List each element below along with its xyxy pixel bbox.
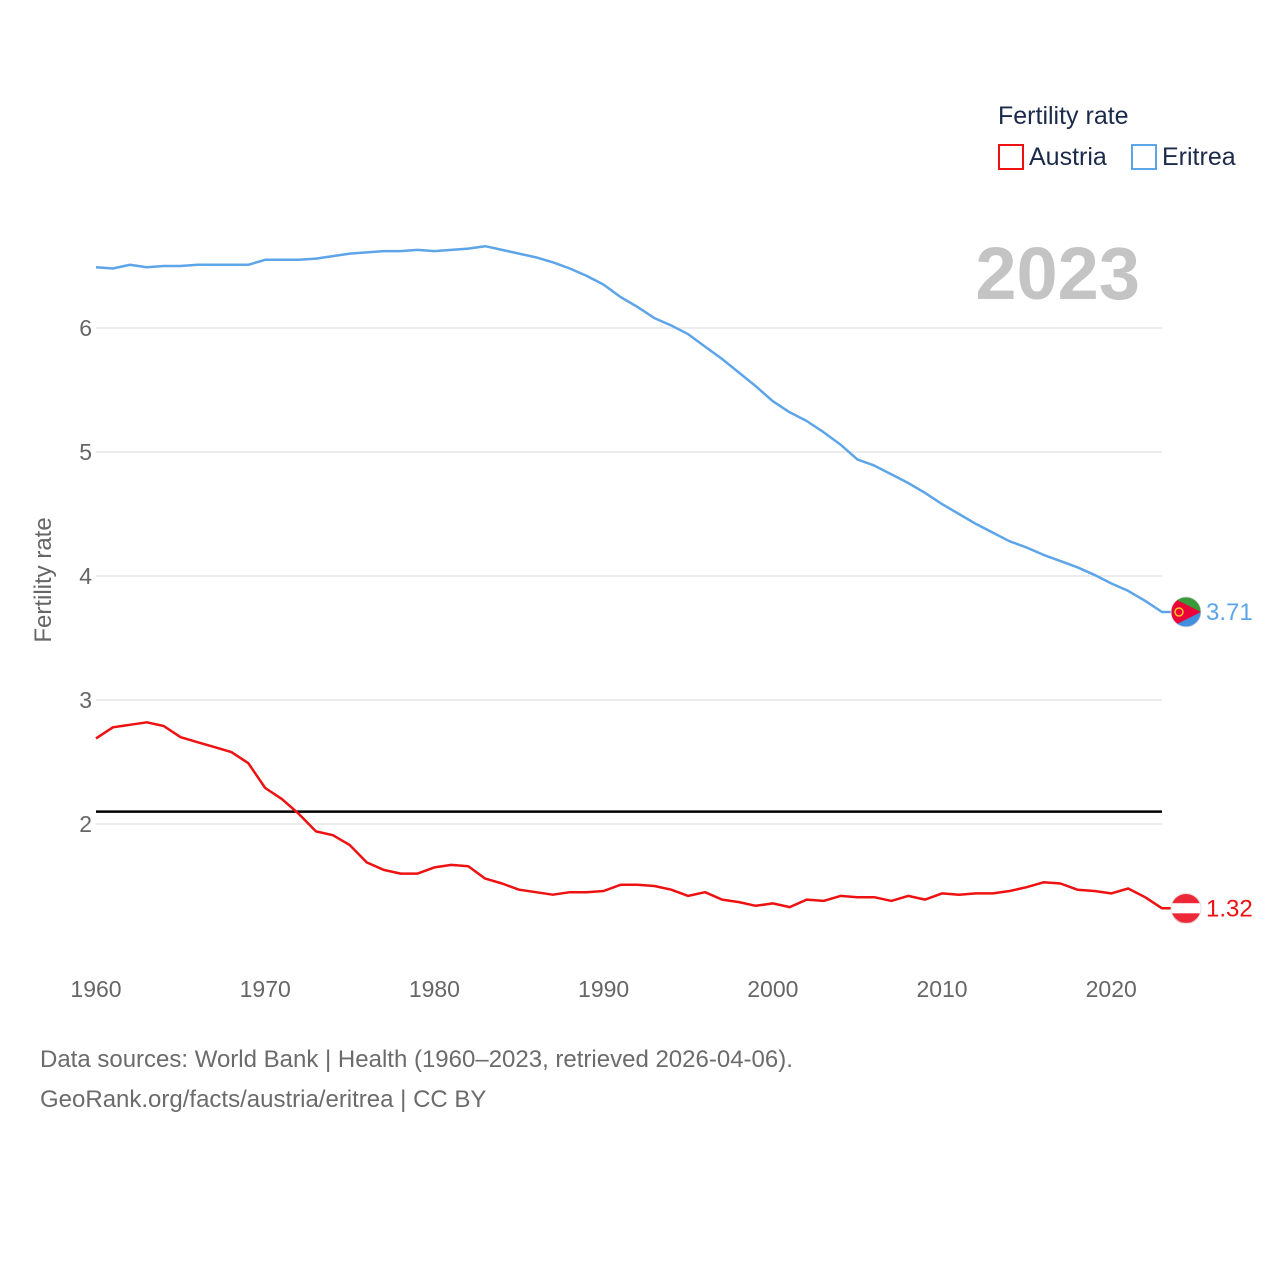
source-link[interactable]: GeoRank.org/facts/austria/eritrea | CC B… <box>40 1086 487 1113</box>
y-axis-ticks: 2 3 4 5 6 <box>79 315 92 837</box>
legend-title: Fertility rate <box>998 102 1129 130</box>
x-axis-ticks: 1960 1970 1980 1990 2000 2010 2020 <box>70 976 1136 1002</box>
series-end-markers: 1.32 3.71 <box>1170 596 1253 924</box>
y-tick-label: 3 <box>79 687 92 713</box>
legend-swatch-austria[interactable] <box>998 144 1024 170</box>
x-tick-label: 1980 <box>409 976 460 1002</box>
y-tick-label: 2 <box>79 811 92 837</box>
x-tick-label: 2010 <box>916 976 967 1002</box>
data-source-text: Data sources: World Bank | Health (1960–… <box>40 1046 793 1073</box>
x-tick-label: 2020 <box>1086 976 1137 1002</box>
y-tick-label: 6 <box>79 315 92 341</box>
y-axis-label: Fertility rate <box>30 517 57 642</box>
x-tick-label: 1970 <box>240 976 291 1002</box>
series-line-austria[interactable] <box>95 721 1172 910</box>
end-value-label-eritrea: 3.71 <box>1206 599 1253 626</box>
y-tick-label: 4 <box>79 563 92 589</box>
austria-flag-icon <box>1171 894 1201 924</box>
x-tick-label: 1990 <box>578 976 629 1002</box>
y-tick-label: 5 <box>79 439 92 465</box>
year-watermark: 2023 <box>975 232 1140 315</box>
eritrea-flag-icon <box>1171 597 1201 627</box>
grid-lines <box>96 327 1162 825</box>
legend-label-eritrea[interactable]: Eritrea <box>1162 143 1236 171</box>
legend: Fertility rate Austria Eritrea <box>998 102 1236 171</box>
x-tick-label: 2000 <box>747 976 798 1002</box>
footer: Data sources: World Bank | Health (1960–… <box>40 1040 793 1120</box>
flag-border <box>1170 596 1202 628</box>
series-lines <box>95 244 1172 910</box>
x-tick-label: 1960 <box>70 976 121 1002</box>
fertility-chart: 2 3 4 5 6 1960 1970 1980 1990 2000 2010 2020 Ferti… <box>30 102 1253 1002</box>
end-value-label-austria: 1.32 <box>1206 895 1253 922</box>
flag-border <box>1170 892 1202 924</box>
legend-swatch-eritrea[interactable] <box>1131 144 1157 170</box>
legend-label-austria[interactable]: Austria <box>1029 143 1107 171</box>
series-line-eritrea[interactable] <box>95 244 1172 614</box>
